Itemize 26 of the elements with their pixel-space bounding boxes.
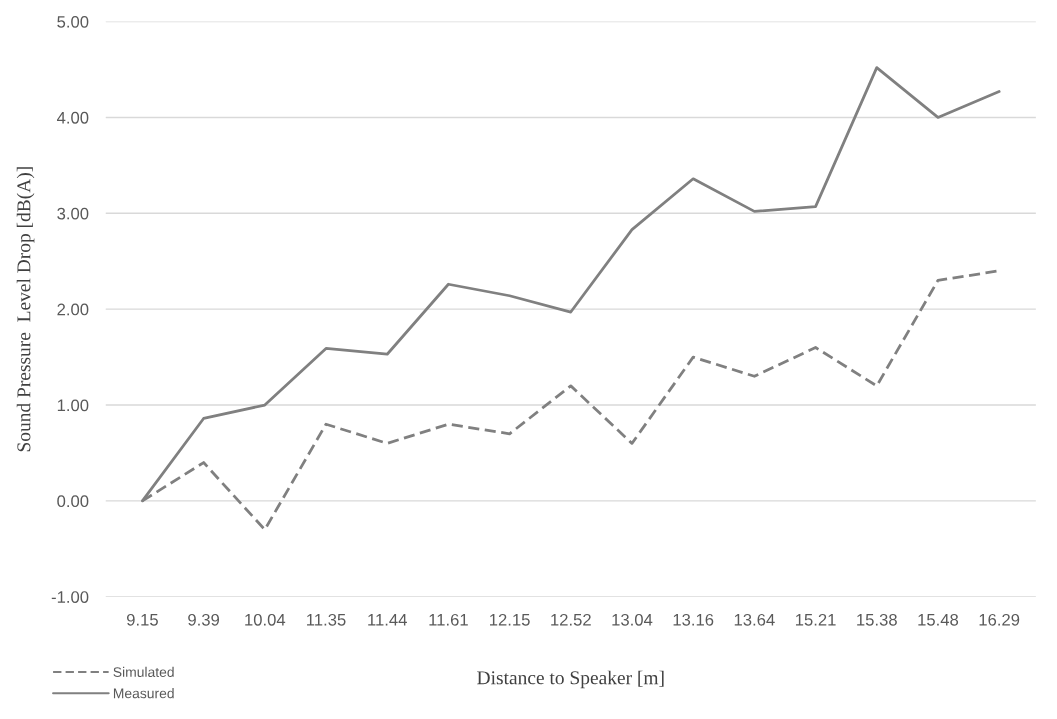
x-tick-label: 11.35 [307, 613, 346, 626]
x-tick-label: 9.39 [188, 613, 220, 626]
x-tick-label: 12.52 [551, 613, 591, 626]
x-axis-title: Distance to Speaker [m] [477, 670, 664, 689]
x-tick-label: 13.04 [612, 613, 653, 626]
x-tick-label: 15.21 [795, 613, 836, 626]
y-axis-title: Sound Pressure Level Drop [dB(A)] [16, 167, 35, 452]
y-tick-label: 4.00 [56, 111, 89, 124]
y-tick-label: 0.00 [57, 495, 89, 508]
x-tick-label: 11.44 [368, 614, 407, 626]
x-tick-label: 10.04 [245, 613, 286, 626]
legend-label: Measured [113, 688, 174, 699]
x-tick-label: 13.16 [673, 613, 714, 626]
x-tick-label: 13.64 [734, 613, 775, 626]
x-tick-label: 11.61 [429, 613, 468, 626]
x-tick-label: 15.38 [857, 613, 897, 626]
y-tick-label: 2.00 [57, 303, 89, 316]
x-tick-label: 12.15 [490, 613, 530, 626]
y-tick-label: 5.00 [57, 15, 89, 28]
y-tick-label: 1.00 [57, 399, 89, 412]
legend-label: Simulated [113, 666, 174, 677]
x-tick-label: 15.48 [918, 613, 959, 626]
y-tick-label: 3.00 [57, 207, 89, 220]
y-tick-label: -1.00 [51, 591, 89, 603]
x-tick-label: 16.29 [979, 613, 1020, 626]
x-tick-label: 9.15 [126, 613, 158, 626]
